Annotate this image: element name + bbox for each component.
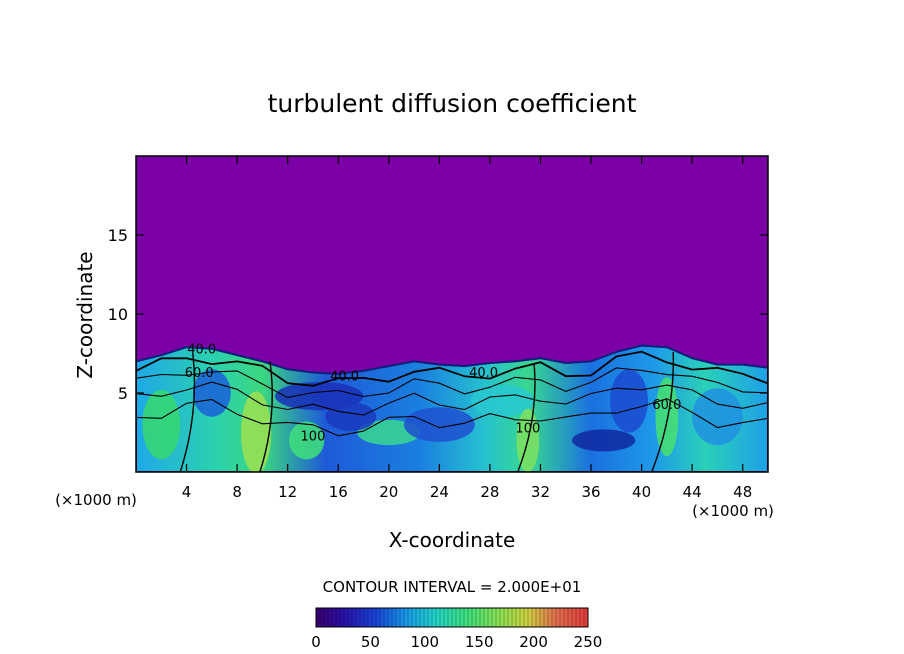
- x-tick-label-4: 20: [379, 483, 398, 501]
- field-patch-9: [610, 369, 648, 433]
- field-patch-0: [142, 389, 181, 460]
- colorbar-tick-label-2: 100: [410, 633, 439, 651]
- y-axis-label: Z-coordinate: [73, 251, 97, 378]
- field-patch-2: [288, 421, 325, 460]
- contour-line-0: [136, 350, 768, 387]
- plume-contour-1: [517, 364, 536, 472]
- chart-title: turbulent diffusion coefficient: [268, 89, 637, 118]
- contour-label-4: 60.0: [652, 398, 681, 413]
- x-tick-label-9: 40: [632, 483, 651, 501]
- x-axis-label: X-coordinate: [389, 528, 516, 552]
- colorbar-tick-label-5: 250: [574, 633, 603, 651]
- contour-lines: [136, 350, 768, 472]
- field-patch-1: [240, 391, 272, 472]
- y-axis: 5 10 15: [108, 226, 768, 403]
- x-tick-label-2: 12: [278, 483, 297, 501]
- x-tick-label-10: 44: [683, 483, 702, 501]
- plume-contour-0: [259, 361, 273, 472]
- colorbar-tick-label-1: 50: [361, 633, 380, 651]
- plot-area: [136, 156, 768, 472]
- field-patch-3: [275, 381, 364, 411]
- field-patch-8: [572, 429, 636, 452]
- contour-labels: 40.0 60.0 40.0 40.0 60.0 100 100: [185, 343, 682, 445]
- x-tick-label-0: 4: [182, 483, 192, 501]
- contour-line-1: [136, 367, 768, 399]
- field-patch-10: [655, 377, 679, 457]
- colorbar-ticks: 0 50 100 150 200 250: [311, 633, 602, 651]
- plume-contour-3: [179, 353, 196, 472]
- field-patch-6: [470, 385, 535, 417]
- x-tick-label-7: 32: [531, 483, 550, 501]
- contour-label-0: 40.0: [187, 343, 216, 358]
- y-tick-label-2: 15: [108, 226, 128, 245]
- field-patch-5: [403, 407, 475, 442]
- x-tick-label-11: 48: [733, 483, 752, 501]
- field-patch-11: [692, 388, 743, 446]
- colorbar-tick-label-0: 0: [311, 633, 321, 651]
- colorbar-tick-label-4: 200: [519, 633, 548, 651]
- x-tick-label-3: 16: [329, 483, 348, 501]
- contour-label-1: 60.0: [185, 366, 214, 381]
- contour-line-2: [136, 381, 768, 416]
- y-tick-label-1: 10: [108, 305, 128, 324]
- plume-contour-2: [651, 351, 675, 472]
- contour-interval-text: CONTOUR INTERVAL = 2.000E+01: [323, 578, 582, 596]
- x-tick-label-5: 24: [430, 483, 449, 501]
- x-axis: 4 8 12 16 20 24 28 32 36 40 44 48: [182, 156, 752, 501]
- contour-label-6: 100: [515, 422, 540, 437]
- x-tick-label-8: 36: [581, 483, 600, 501]
- y-tick-label-0: 5: [118, 384, 128, 403]
- x-unit-right: (×1000 m): [692, 502, 774, 520]
- field-patch-13: [325, 402, 377, 431]
- x-tick-label-6: 28: [480, 483, 499, 501]
- contour-label-2: 40.0: [330, 369, 359, 384]
- colorbar-tick-label-3: 150: [465, 633, 494, 651]
- colorbar-stripes: [319, 608, 585, 627]
- x-tick-label-1: 8: [232, 483, 242, 501]
- x-unit-left: (×1000 m): [55, 491, 137, 509]
- contour-label-3: 40.0: [469, 366, 498, 381]
- contour-line-3: [136, 398, 768, 437]
- contour-label-5: 100: [301, 429, 326, 444]
